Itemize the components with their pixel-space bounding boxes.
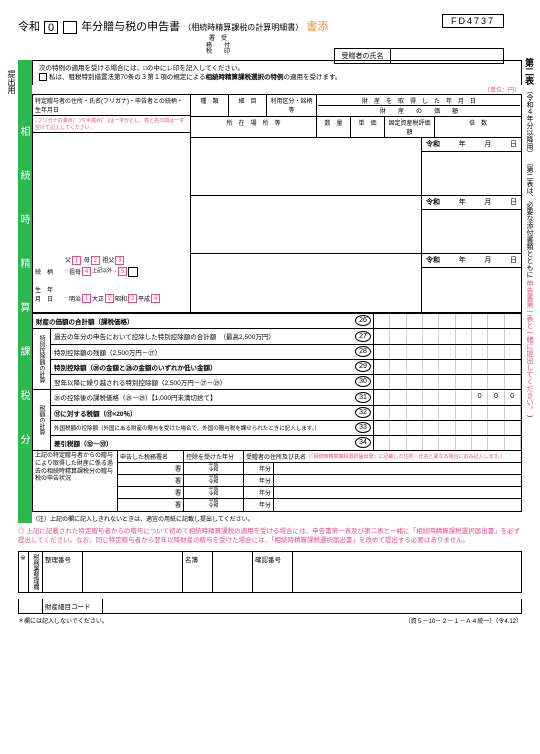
recipient-value[interactable] [391, 49, 503, 63]
row-29: 特別控除額（㉖の金額と㉘の金額のいずれか低い金額）29 [51, 359, 521, 374]
row-31: ㉖の控除後の課税価格（㉖－㉙）【1,000円未満切捨て】31０００ [51, 390, 521, 405]
year-box-2[interactable] [63, 21, 77, 34]
past-note: （注）上記の欄に記入しきれないときは、適宜の用紙に記載し提出してください。 [32, 514, 522, 523]
donor-note: ↓フリガナの濁点(゛)や半濁点(゜)は一字分とし、姓と名の間は一字空けて記入して… [33, 116, 190, 133]
form-id: FD4737 [442, 14, 504, 28]
right-side-tab: 第二表 （令和４年分以降用） （第二表は、必要な添付書類とともに 申告書第一表と… [520, 58, 534, 422]
tax-form-page: FD4737 令和 0 年分贈与税の申告書 （相続時精算課税の計算明細書） 書添… [0, 0, 540, 754]
property-header: 種 類 細 目 利用区分・銘柄等 財 産 を 取 得 し た 年 月 日 財 産… [191, 95, 521, 117]
side-label-1: 特別控除額の計算 [33, 329, 51, 389]
row-26: 財産の価額の合計額（課税価格）26 [33, 313, 521, 328]
row-30: 翌年以降に繰り越される特別控除額（2,500万円－㉗－㉙）30 [51, 374, 521, 389]
relationship-row: 父1 母2 祖父3 続 柄→ 祖母4 上記以外→5 [35, 255, 188, 277]
past-row-2[interactable]: 署平成令和年分 [117, 475, 521, 487]
submit-tab: 提出用 [6, 70, 17, 94]
past-label: 上記の特定贈与者からの贈与により取得した財産に係る過去の相続時精算課税分の贈与税… [33, 451, 117, 511]
row-28: 特別控除額の残額（2,500万円－㉗）28 [51, 344, 521, 359]
office-use-table-2: 財産細目コード [18, 599, 522, 614]
donor-body[interactable]: 父1 母2 祖父3 続 柄→ 祖母4 上記以外→5 生 年 月 日→明治1 大正… [33, 133, 190, 305]
orange-mark: 書添 [306, 21, 328, 33]
birth-row: 生 年 月 日→明治1 大正2 昭和3 平成4 [35, 285, 188, 303]
recipient-label: 受贈者の氏名 [335, 49, 391, 63]
property-row-3[interactable]: 令和年月日 [191, 254, 521, 312]
donor-header: 特定贈与者の住所・氏名(フリガナ)・申告者との続柄・生年月日 [33, 95, 190, 116]
past-row-3[interactable]: 署平成令和年分 [117, 487, 521, 499]
row-27: 過去の年分の申告において控除した特別控除額の合計額 （最高2,500万円）27 [51, 329, 521, 344]
past-row-1[interactable]: 署平成令和年分 [117, 463, 521, 475]
property-row-1[interactable]: 令和年月日 [191, 138, 521, 196]
notice-line1: 次の特例の適用を受ける場合には、□の中にレ印を記入してください。 [39, 64, 515, 73]
main-content: 相 続 時 精 算 課 税 分 次の特例の適用を受ける場合には、□の中にレ印を記… [18, 60, 522, 523]
property-row-2[interactable]: 令和年月日 [191, 196, 521, 254]
year-box[interactable]: 0 [44, 21, 58, 34]
row-33: 外国税額の控除額（外国にある財産の贈与を受けた場合で、外国の贈与税を課せられたと… [51, 420, 521, 435]
office-use-table: ※ 税務署整理欄 整理番号 名簿 確認番号 [18, 551, 522, 593]
main-grid: 特定贈与者の住所・氏名(フリガナ)・申告者との続柄・生年月日 ↓フリガナの濁点(… [32, 94, 522, 512]
checkbox[interactable] [39, 73, 47, 81]
row-32: ㉛に対する税額（㉛×20％）32 [51, 405, 521, 420]
row-34: 差引税額（㉜－㉝）34 [51, 435, 521, 450]
past-filings: 上記の特定贈与者からの贈与により取得した財産に係る過去の相続時精算課税分の贈与税… [33, 450, 521, 511]
property-header-2: 所 在 場 所 等 数 量 単 価 固定資産税評価額 倍 数 [191, 117, 521, 138]
title-main: 年分贈与税の申告書 [81, 21, 180, 33]
unit-label: （単位：円） [32, 85, 522, 94]
title-sub: （相続時精算課税の計算明細書） [183, 23, 303, 32]
property-column: 種 類 細 目 利用区分・銘柄等 財 産 を 取 得 し た 年 月 日 財 産… [191, 95, 521, 312]
recipient-name-field: 受贈者の氏名 [334, 48, 504, 64]
footnote: ◎ 上記に記載された特定贈与者からの贈与について初めて相続時精算課税の適用を受け… [18, 527, 522, 545]
past-header-row: 申告した税務署名 控除を受けた年分 受贈者の住所及び氏名（「相続時精算課税選択届… [117, 451, 521, 463]
side-label-2: 税額の計算 [33, 390, 51, 450]
stamp-area: 署 受務 付税 印 [198, 36, 238, 56]
bottom-note: ＊欄には記入しないでください。 （資５－10－２－１－Ａ４統一）（令4.12） [18, 616, 522, 625]
past-row-4[interactable]: 署平成令和年分 [117, 499, 521, 511]
era-label: 令和 [18, 21, 40, 33]
donor-info-column: 特定贈与者の住所・氏名(フリガナ)・申告者との続柄・生年月日 ↓フリガナの濁点(… [33, 95, 191, 312]
left-green-tab: 相 続 時 精 算 課 税 分 [18, 60, 32, 523]
